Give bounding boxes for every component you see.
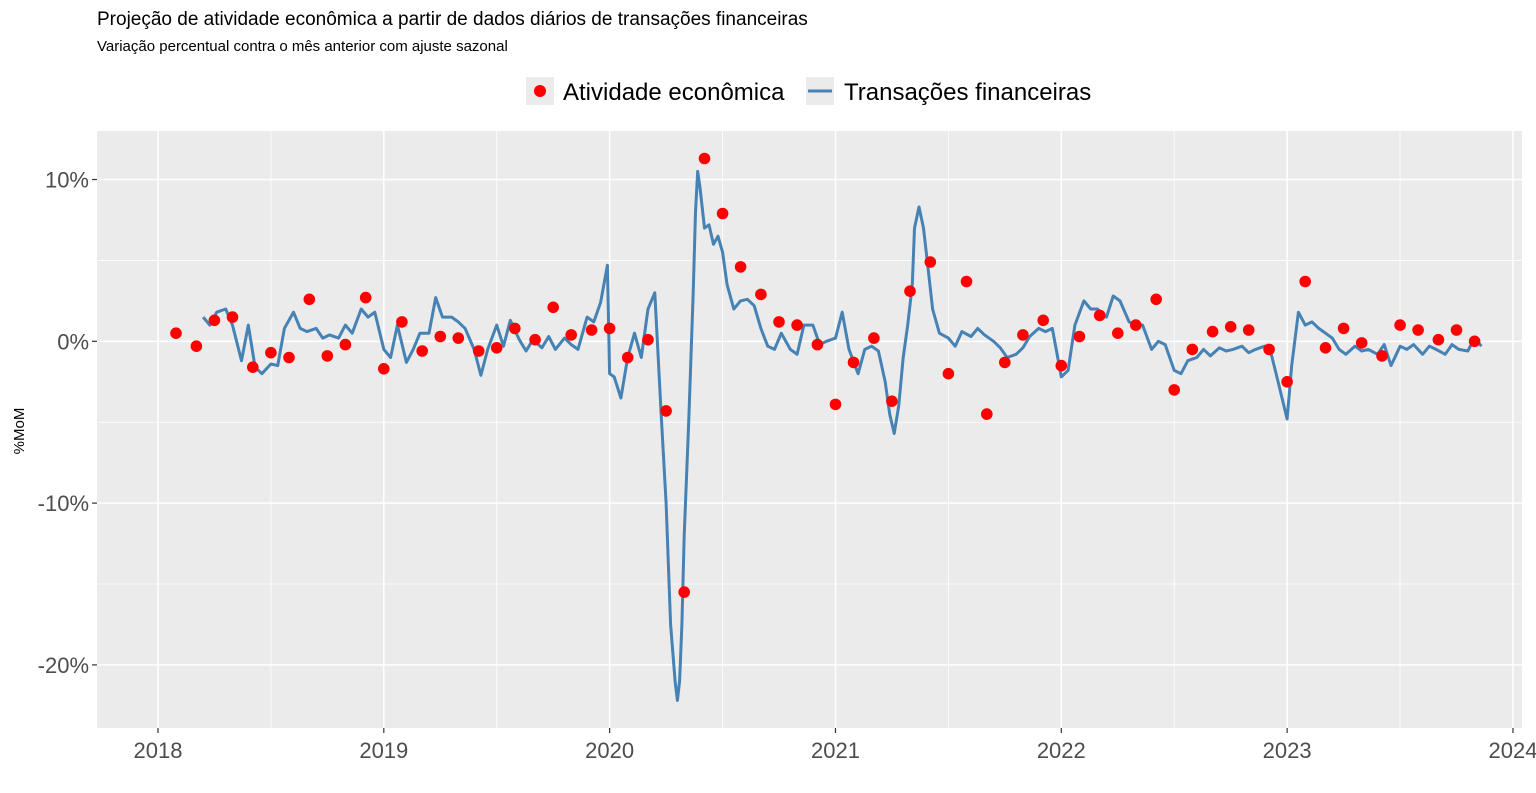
- data-point: [981, 408, 993, 420]
- data-point: [904, 285, 916, 298]
- data-point: [585, 324, 598, 336]
- data-point: [1299, 275, 1311, 288]
- data-point: [509, 322, 521, 335]
- data-point: [1168, 384, 1180, 396]
- data-point: [1450, 324, 1463, 336]
- data-point: [339, 338, 352, 351]
- data-point: [603, 322, 616, 335]
- data-point: [642, 333, 654, 346]
- data-point: [1412, 324, 1424, 336]
- y-tick-label: -20%: [38, 653, 89, 678]
- series-points-atividade: [170, 152, 1481, 598]
- data-point: [396, 316, 408, 328]
- data-point: [734, 261, 747, 273]
- y-tick-label: 10%: [45, 168, 89, 193]
- data-point: [303, 293, 316, 306]
- data-point: [924, 256, 937, 268]
- data-point: [1337, 322, 1350, 335]
- data-point: [1242, 324, 1255, 336]
- x-tick-label: 2021: [811, 738, 860, 763]
- legend-label-transacoes: Transações financeiras: [844, 79, 1091, 106]
- x-tick-label: 2020: [585, 738, 634, 763]
- legend-label-atividade: Atividade econômica: [563, 79, 785, 106]
- axes: 2018 2019 2020 2021 2022 2023 2024 10% 0% -10% -20…: [38, 168, 1536, 763]
- y-tick-label: -10%: [38, 491, 89, 516]
- data-point: [452, 332, 465, 344]
- legend-key-point: [534, 85, 546, 97]
- data-point: [170, 327, 182, 340]
- chart-title: Projeção de atividade econômica a partir…: [97, 9, 808, 30]
- data-point: [1355, 337, 1368, 349]
- data-point: [547, 301, 559, 314]
- plot-panel: [97, 131, 1522, 728]
- data-point: [960, 275, 973, 288]
- data-point: [472, 345, 485, 357]
- data-point: [208, 314, 221, 327]
- data-point: [999, 356, 1011, 369]
- data-point: [434, 330, 447, 343]
- data-point: [1432, 333, 1445, 346]
- data-point: [416, 345, 429, 357]
- data-point: [529, 333, 541, 346]
- x-tick-label: 2023: [1263, 738, 1312, 763]
- data-point: [886, 395, 898, 408]
- data-point: [1130, 319, 1142, 331]
- data-point: [1281, 376, 1293, 388]
- data-point: [1263, 343, 1275, 356]
- data-point: [1093, 309, 1106, 322]
- data-point: [1150, 293, 1162, 306]
- data-point: [847, 356, 860, 369]
- data-point: [1319, 342, 1332, 354]
- data-point: [1468, 335, 1481, 348]
- data-point: [565, 329, 577, 341]
- data-point: [1017, 329, 1029, 341]
- data-point: [868, 332, 880, 344]
- data-point: [773, 316, 785, 328]
- data-point: [1037, 314, 1049, 327]
- data-point: [1073, 330, 1086, 343]
- x-tick-label: 2018: [133, 738, 182, 763]
- data-point: [265, 346, 277, 359]
- data-point: [791, 319, 803, 331]
- legend: Atividade econômica Transações financeir…: [526, 77, 1091, 106]
- data-point: [226, 311, 239, 323]
- grid: [97, 131, 1522, 728]
- data-point: [1376, 350, 1388, 362]
- data-point: [321, 350, 334, 362]
- data-point: [490, 342, 503, 354]
- data-point: [378, 363, 390, 375]
- data-point: [1206, 325, 1219, 338]
- data-point: [1112, 327, 1124, 340]
- data-point: [1394, 319, 1406, 331]
- data-point: [1224, 321, 1237, 333]
- data-point: [660, 405, 672, 417]
- data-point: [698, 152, 711, 165]
- data-point: [247, 361, 259, 374]
- data-point: [359, 291, 372, 304]
- data-point: [942, 367, 955, 380]
- data-point: [811, 338, 824, 351]
- data-point: [1055, 359, 1068, 372]
- y-tick-label: 0%: [57, 329, 89, 354]
- data-point: [829, 398, 842, 411]
- data-point: [190, 340, 203, 353]
- data-point: [716, 207, 729, 220]
- chart-subtitle: Variação percentual contra o mês anterio…: [97, 38, 508, 55]
- data-point: [755, 288, 767, 301]
- data-point: [1186, 343, 1199, 356]
- y-axis-label: %MoM: [11, 408, 28, 455]
- data-point: [283, 351, 295, 364]
- x-tick-label: 2024: [1488, 738, 1536, 763]
- x-tick-label: 2019: [359, 738, 408, 763]
- data-point: [621, 351, 634, 364]
- x-tick-label: 2022: [1037, 738, 1086, 763]
- data-point: [678, 586, 690, 598]
